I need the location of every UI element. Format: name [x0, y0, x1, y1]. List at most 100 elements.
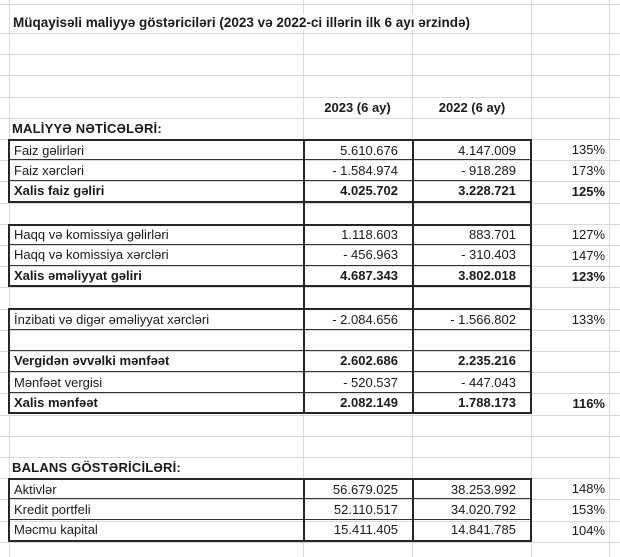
row-label-cell[interactable]: Mənfəət vergisi — [8, 372, 303, 394]
pct-header-cell[interactable] — [532, 97, 610, 118]
value-2023-cell[interactable]: - 1.584.974 — [303, 160, 412, 182]
report-title[interactable]: Müqayisəli maliyyə göstəriciləri (2023 v… — [10, 14, 474, 30]
value-2022-cell[interactable] — [412, 202, 532, 224]
gridline-h — [0, 372, 620, 374]
value-2022-cell[interactable]: 38.253.992 — [412, 477, 532, 500]
pct-cell[interactable]: 127% — [571, 226, 605, 242]
gridline-h — [0, 54, 620, 56]
pct-cell[interactable] — [532, 351, 610, 372]
pct-cell[interactable]: 125% — [571, 184, 605, 200]
value-2022-cell[interactable]: 883.701 — [412, 223, 532, 245]
sheet-row: Faiz gəlirləri 5.610.676 4.147.009 135% — [0, 138, 620, 161]
sheet-row — [0, 75, 620, 96]
value-2023-cell[interactable]: 2.082.149 — [303, 393, 412, 415]
gridline-h — [0, 541, 620, 543]
value-2023-cell[interactable]: 15.411.405 — [303, 520, 412, 542]
spacer-cell — [0, 224, 8, 245]
value-2022-cell[interactable]: - 310.403 — [412, 244, 532, 267]
spacer-cell — [0, 478, 8, 499]
pct-cell[interactable] — [532, 372, 610, 393]
row-label-cell[interactable]: Faiz xərcləri — [8, 160, 303, 182]
row-label-cell[interactable] — [8, 329, 303, 351]
section-header[interactable]: MALİYYƏ NƏTİCƏLƏRİ: — [12, 120, 162, 136]
pct-cell[interactable] — [532, 203, 610, 224]
sheet-row: Mənfəət vergisi - 520.537- 447.043 — [0, 372, 620, 394]
row-label-cell[interactable]: Kredit portfeli — [8, 499, 303, 521]
value-2022-cell[interactable]: - 1.566.802 — [412, 308, 532, 330]
spacer-cell — [0, 266, 8, 287]
value-2023-cell[interactable]: - 2.084.656 — [303, 308, 412, 330]
row-label-cell[interactable]: Faiz gəlirləri — [8, 138, 303, 161]
spacer-cell — [0, 118, 8, 139]
pct-cell[interactable]: 135% — [571, 142, 605, 158]
gridline-h — [0, 160, 620, 162]
sheet-row — [0, 287, 620, 309]
pct-cell[interactable]: 104% — [571, 523, 605, 539]
sheet-row — [0, 329, 620, 351]
value-2023-cell[interactable]: 52.110.517 — [303, 499, 412, 521]
value-2022-cell[interactable] — [412, 287, 532, 309]
column-header-2022[interactable]: 2022 (6 ay) — [438, 99, 506, 115]
value-2023-cell[interactable] — [303, 287, 412, 309]
pct-cell[interactable]: 147% — [571, 247, 605, 263]
value-2023-cell[interactable] — [303, 202, 412, 224]
gridline-h — [0, 117, 620, 119]
value-2023-cell[interactable]: 4.687.343 — [303, 266, 412, 288]
pct-cell[interactable]: 123% — [571, 269, 605, 285]
spacer-cell — [0, 245, 8, 266]
value-2023-cell[interactable]: 4.025.702 — [303, 181, 412, 203]
value-2023-cell[interactable] — [303, 329, 412, 351]
row-label-cell[interactable]: Xalis əməliyyat gəliri — [8, 266, 303, 288]
column-header-2023[interactable]: 2023 (6 ay) — [324, 99, 391, 115]
value-2022-cell[interactable]: - 447.043 — [412, 372, 532, 394]
gridline-h — [0, 202, 620, 204]
value-2022-cell[interactable]: 3.802.018 — [412, 266, 532, 288]
pct-cell[interactable] — [532, 287, 610, 308]
value-2023-cell[interactable]: - 456.963 — [303, 244, 412, 267]
row-label-cell[interactable]: Haqq və komissiya gəlirləri — [8, 223, 303, 245]
row-label-cell[interactable]: Vergidən əvvəlki mənfəət — [8, 350, 303, 372]
value-2023-cell[interactable]: - 520.537 — [303, 372, 412, 394]
value-2022-cell[interactable]: 34.020.792 — [412, 499, 532, 521]
value-2022-cell[interactable]: 2.235.216 — [412, 350, 532, 372]
pct-cell[interactable]: 133% — [571, 311, 605, 327]
row-label-cell[interactable]: Xalis faiz gəliri — [8, 181, 303, 203]
value-2023-cell[interactable]: 2.602.686 — [303, 350, 412, 372]
value-2022-cell[interactable]: 4.147.009 — [412, 138, 532, 161]
row-label-cell[interactable]: Xalis mənfəət — [8, 393, 303, 415]
row-label-cell[interactable] — [8, 287, 303, 308]
section-header[interactable]: BALANS GÖSTƏRİCİLƏRİ: — [12, 459, 181, 475]
value-2022-cell[interactable]: 14.841.785 — [412, 520, 532, 542]
pct-cell[interactable]: 173% — [571, 163, 605, 179]
value-2022-cell[interactable]: - 918.289 — [412, 160, 532, 182]
value-2022-cell[interactable]: 1.788.173 — [412, 393, 532, 415]
sheet-row — [0, 202, 620, 224]
sheet-row: MALİYYƏ NƏTİCƏLƏRİ: — [0, 118, 620, 139]
pct-cell[interactable]: 148% — [571, 481, 605, 497]
pct-cell[interactable]: 153% — [571, 502, 605, 518]
label-spacer-cell[interactable] — [8, 97, 303, 118]
gridline-h — [0, 457, 620, 458]
row-label-cell[interactable]: Məcmu kapital — [8, 520, 303, 542]
spacer-cell — [0, 393, 8, 414]
value-2023-cell[interactable]: 5.610.676 — [303, 138, 412, 161]
row-label-cell[interactable]: Haqq və komissiya xərcləri — [8, 244, 303, 267]
sheet-row: Vergidən əvvəlki mənfəət 2.602.686 2.235.2… — [0, 350, 620, 372]
value-2022-cell[interactable]: 3.228.721 — [412, 181, 532, 203]
value-2023-cell[interactable]: 56.679.025 — [303, 477, 412, 500]
row-label-cell[interactable]: İnzibati və digər əməliyyat xərcləri — [8, 308, 303, 330]
gridline-v — [609, 0, 610, 557]
gridline-h — [0, 245, 620, 246]
spacer-cell — [0, 520, 8, 541]
sheet-row: Haqq və komissiya gəlirləri 1.118.603 883.… — [0, 223, 620, 245]
row-label-cell[interactable]: Aktivlər — [8, 477, 303, 500]
row-label-cell[interactable] — [8, 203, 303, 224]
gridline-h — [0, 499, 620, 501]
spacer-cell — [0, 160, 8, 181]
value-2022-cell[interactable] — [412, 329, 532, 351]
value-2023-cell[interactable]: 1.118.603 — [303, 223, 412, 245]
sheet-row: İnzibati və digər əməliyyat xərcləri - 2.… — [0, 308, 620, 330]
pct-cell[interactable]: 116% — [572, 396, 605, 412]
pct-cell[interactable] — [532, 330, 610, 351]
